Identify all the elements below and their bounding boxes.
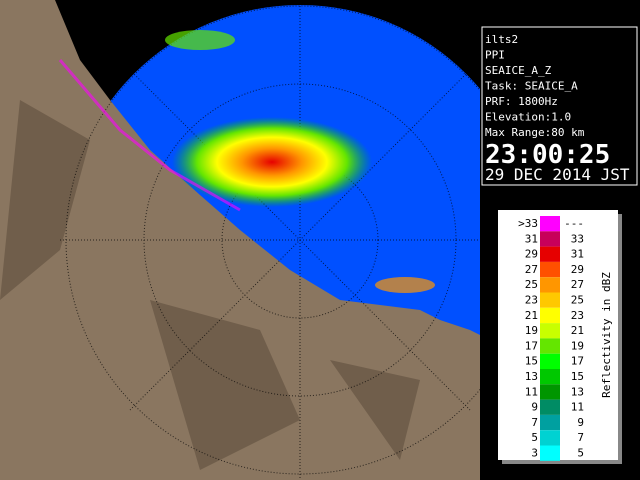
legend-low: 5 [531, 431, 538, 444]
legend-high: 7 [577, 431, 584, 444]
info-line: Max Range:80 km [485, 126, 585, 139]
legend-low: 11 [525, 385, 538, 398]
info-line: PPI [485, 49, 505, 62]
legend-high: 23 [571, 309, 584, 322]
legend-high: 25 [571, 294, 584, 307]
legend-high: 17 [571, 355, 584, 368]
legend-swatch [540, 277, 560, 293]
legend-high: 21 [571, 324, 584, 337]
legend-low: 17 [525, 339, 538, 352]
legend-low: 19 [525, 324, 538, 337]
legend-low: >33 [518, 217, 538, 230]
legend-swatch [540, 231, 560, 247]
info-line: Task: SEAICE_A [485, 80, 578, 93]
map [0, 0, 480, 480]
legend-title: Reflectivity in dBZ [600, 272, 613, 398]
legend-high: 31 [571, 248, 584, 261]
info-line: ilts2 [485, 33, 518, 46]
legend-swatch [540, 414, 560, 431]
legend-low: 27 [525, 263, 538, 276]
time: 23:00:25 [485, 140, 610, 170]
legend-swatch [540, 261, 560, 278]
legend-swatch [540, 445, 560, 461]
legend-low: 15 [525, 355, 538, 368]
legend-low: 9 [531, 401, 538, 414]
date: 29 DEC 2014 JST [485, 165, 630, 184]
legend-swatch [540, 246, 560, 262]
legend-swatch [540, 430, 560, 446]
legend-swatch [540, 307, 560, 324]
legend-low: 25 [525, 278, 538, 291]
legend-swatch [540, 323, 560, 339]
info-line: PRF: 1800Hz [485, 95, 558, 108]
legend-low: 7 [531, 416, 538, 429]
legend-high: 11 [571, 401, 584, 414]
legend-low: 3 [531, 447, 538, 460]
legend-low: 29 [525, 248, 538, 261]
info-box [481, 26, 638, 186]
legend-high: 5 [577, 447, 584, 460]
legend-high: --- [564, 217, 584, 230]
legend-high: 27 [571, 278, 584, 291]
legend-high: 13 [571, 385, 584, 398]
legend-high: 33 [571, 232, 584, 245]
legend-high: 19 [571, 339, 584, 352]
legend-swatch [540, 399, 560, 415]
legend-swatch [540, 369, 560, 385]
legend-low: 31 [525, 232, 538, 245]
legend-swatch [540, 384, 560, 400]
legend-high: 15 [571, 370, 584, 383]
legend-swatch [540, 338, 560, 354]
info-line: Elevation:1.0 [485, 111, 571, 124]
legend-high: 9 [577, 416, 584, 429]
legend-low: 21 [525, 309, 538, 322]
legend-swatch [540, 216, 560, 232]
info-line: SEAICE_A_Z [485, 64, 552, 77]
legend-low: 23 [525, 294, 538, 307]
legend-swatch [540, 353, 560, 369]
legend-swatch [540, 292, 560, 308]
legend-low: 13 [525, 370, 538, 383]
legend-high: 29 [571, 263, 584, 276]
